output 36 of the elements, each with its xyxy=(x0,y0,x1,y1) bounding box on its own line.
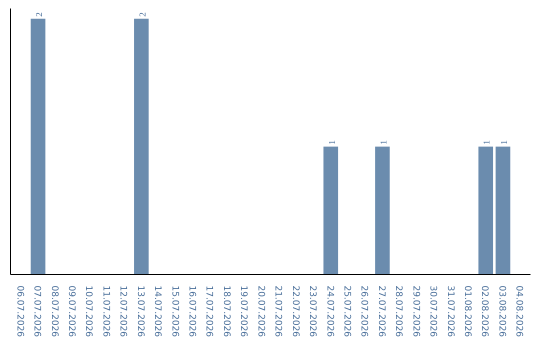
x-tick-label: 06.07.2026 xyxy=(14,286,24,338)
x-tick-label: 11.07.2026 xyxy=(100,286,110,338)
x-tick-label: 28.07.2026 xyxy=(393,286,404,338)
x-tick-label: 13.07.2026 xyxy=(134,286,145,338)
data-label: 1 xyxy=(498,140,509,145)
x-tick-label: 23.07.2026 xyxy=(307,286,318,338)
x-tick-label: 30.07.2026 xyxy=(428,286,438,338)
x-tick-label: 20.07.2026 xyxy=(255,286,266,338)
x-tick-label: 08.07.2026 xyxy=(48,286,59,338)
x-tick-label: 26.07.2026 xyxy=(358,286,369,338)
x-tick-label: 07.07.2026 xyxy=(32,286,42,338)
x-tick-label: 12.07.2026 xyxy=(118,286,128,338)
x-tick-label: 22.07.2026 xyxy=(290,286,300,338)
x-tick-label: 16.07.2026 xyxy=(186,286,197,338)
x-tick-label: 24.07.2026 xyxy=(324,286,334,338)
x-tick-label: 10.07.2026 xyxy=(83,286,94,338)
data-label: 2 xyxy=(137,12,148,17)
x-tick-label: 29.07.2026 xyxy=(410,286,420,338)
x-tick-label: 25.07.2026 xyxy=(341,286,352,338)
x-tick-label: 01.08.2026 xyxy=(462,286,472,338)
x-tick-label: 21.07.2026 xyxy=(272,286,283,338)
data-label: 1 xyxy=(326,140,337,145)
x-tick-label: 03.08.2026 xyxy=(496,286,506,338)
data-label: 1 xyxy=(378,140,388,145)
x-tick-label: 02.08.2026 xyxy=(479,286,490,338)
x-tick-label: 09.07.2026 xyxy=(66,286,76,338)
x-tick-label: 14.07.2026 xyxy=(152,286,162,338)
x-tick-label: 27.07.2026 xyxy=(376,286,386,338)
x-tick-label: 19.07.2026 xyxy=(238,286,248,338)
x-tick-label: 04.08.2026 xyxy=(514,286,524,338)
x-tick-label: 18.07.2026 xyxy=(220,286,231,338)
data-label: 1 xyxy=(482,140,492,145)
x-tick-label: 15.07.2026 xyxy=(169,286,180,338)
data-label: 2 xyxy=(34,12,44,17)
x-tick-label: 17.07.2026 xyxy=(204,286,214,338)
x-tick-label: 31.07.2026 xyxy=(444,286,455,338)
